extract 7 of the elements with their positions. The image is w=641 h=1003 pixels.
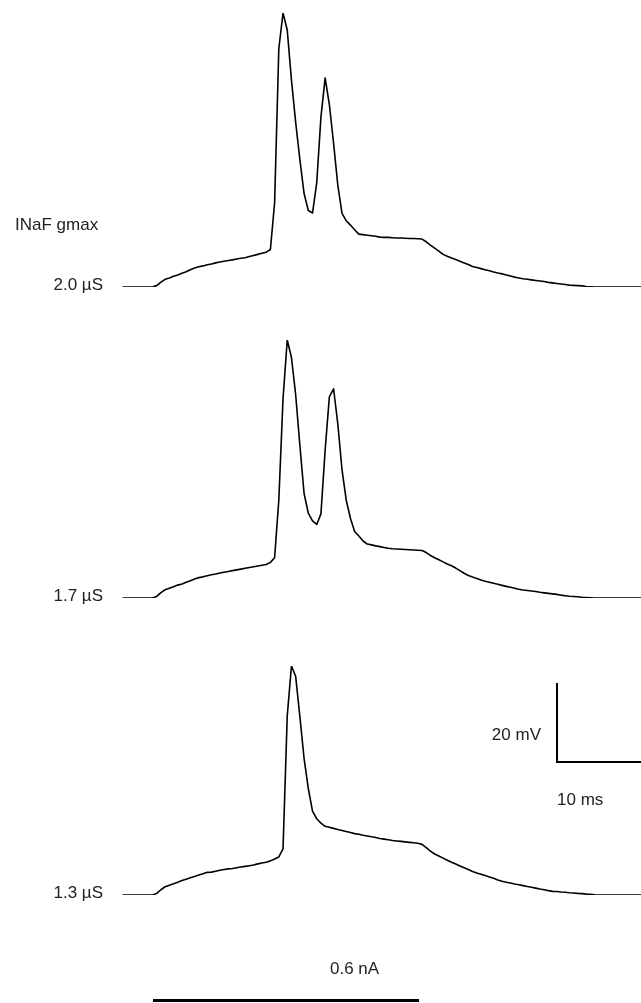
series-label: 1.7 µS [53,586,103,606]
text: INaF gmax [15,215,99,235]
annotation: 10 ms [557,790,604,810]
series-label: 2.0 µS [53,275,103,295]
annotation: 20 mV [491,725,541,745]
series-label: 1.3 µS [53,883,103,903]
text: 0.6 nA [330,959,380,979]
